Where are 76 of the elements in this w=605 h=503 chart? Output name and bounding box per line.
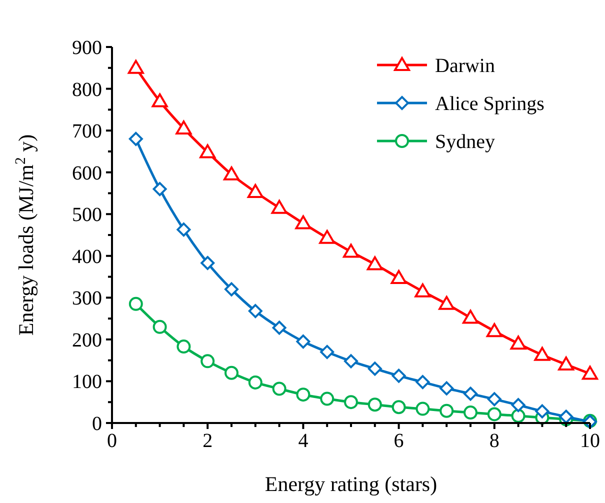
x-tick-label: 8 (489, 430, 500, 452)
point (128, 132, 143, 146)
x-tick-label: 4 (298, 430, 308, 452)
point (534, 346, 550, 361)
point (176, 120, 192, 134)
x-tick-label: 6 (394, 430, 404, 452)
point (224, 282, 238, 296)
point (582, 366, 598, 380)
point (152, 320, 167, 334)
point (440, 404, 454, 418)
point (295, 215, 312, 230)
point (438, 296, 455, 310)
point (535, 404, 550, 418)
point (271, 200, 288, 214)
y-tick-label: 500 (72, 204, 102, 226)
point (558, 356, 574, 371)
legend-label: Darwin (435, 55, 495, 77)
point (343, 244, 359, 258)
point (224, 166, 240, 180)
y-tick-label: 800 (72, 78, 102, 101)
point (390, 270, 407, 284)
y-tick-label: 700 (72, 120, 102, 143)
point (200, 144, 216, 158)
x-tick-label: 10 (580, 430, 600, 452)
point (392, 400, 406, 414)
point (296, 334, 310, 349)
point (368, 362, 382, 376)
point (392, 368, 406, 383)
point (248, 375, 262, 390)
point (487, 407, 502, 422)
legend-label: Sydney (435, 131, 495, 153)
point (344, 354, 358, 368)
point (224, 366, 238, 380)
point (128, 60, 144, 74)
point (176, 222, 191, 237)
point (272, 382, 286, 396)
point (200, 256, 215, 270)
point (440, 381, 454, 396)
y-tick-label: 100 (72, 371, 102, 394)
point (366, 256, 383, 270)
point (464, 406, 478, 420)
point (464, 386, 478, 401)
x-tick-label: 0 (107, 430, 117, 452)
point (416, 402, 430, 416)
point (320, 344, 334, 359)
point (296, 388, 310, 402)
point (272, 320, 286, 335)
x-axis-title: Energy rating (stars) (264, 472, 438, 496)
point (559, 410, 574, 424)
y-tick-label: 900 (72, 37, 102, 59)
point (152, 93, 168, 108)
point (510, 336, 526, 350)
point (176, 340, 191, 354)
y-tick-label: 0 (92, 413, 102, 435)
point (247, 184, 264, 198)
point (152, 182, 167, 196)
point (128, 296, 143, 311)
point (511, 398, 526, 412)
x-tick-label: 2 (202, 430, 213, 452)
y-tick-label: 600 (72, 162, 102, 184)
point (200, 354, 215, 368)
point (368, 398, 382, 412)
y-tick-label: 200 (72, 329, 102, 352)
point (486, 323, 502, 338)
point (319, 230, 336, 244)
point (511, 408, 526, 423)
y-tick-label: 300 (72, 288, 102, 310)
point (344, 395, 358, 410)
point (487, 392, 502, 406)
point (416, 375, 430, 390)
point (320, 392, 334, 406)
point (248, 304, 262, 318)
point (414, 283, 431, 298)
legend-label: Alice Springs (435, 93, 545, 115)
y-tick-label: 400 (72, 246, 102, 268)
point (462, 310, 478, 324)
